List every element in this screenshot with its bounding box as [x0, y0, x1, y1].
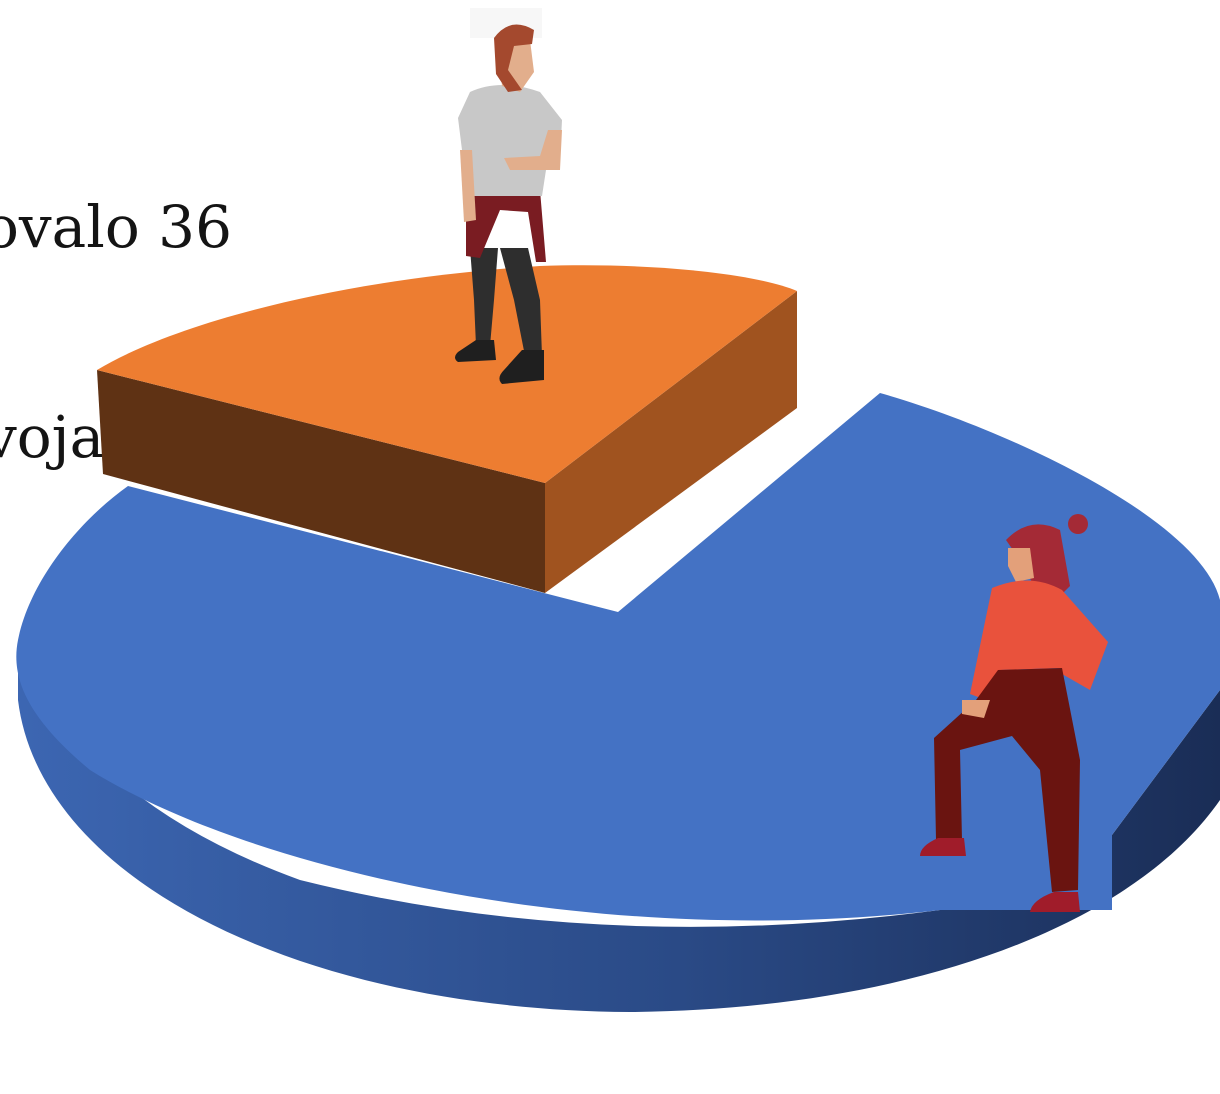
- man-figure: [455, 8, 562, 384]
- man-arm-left: [460, 150, 476, 222]
- caption-line-1: ovalo 36: [0, 193, 232, 261]
- pie-slice-large: [16, 393, 1220, 1012]
- woman-hair-bun: [1068, 514, 1088, 534]
- woman-hand: [962, 700, 990, 718]
- woman-hair: [1006, 524, 1070, 596]
- pie-slice-small-left-side: [97, 370, 545, 593]
- pie-slice-large-top: [16, 393, 1220, 921]
- woman-shoe-right: [1030, 892, 1080, 912]
- man-leg-right: [500, 248, 542, 356]
- woman-pants: [934, 668, 1080, 892]
- woman-shoe-left: [920, 838, 966, 856]
- pie-slice-small-right-side: [545, 291, 797, 593]
- man-shoe-right: [499, 350, 544, 384]
- man-shoe-left: [455, 340, 496, 362]
- woman-top: [970, 580, 1108, 700]
- pie-slice-large-side: [18, 640, 1220, 1012]
- man-leg-left: [470, 248, 498, 346]
- pie-slice-small-top: [97, 265, 797, 483]
- man-shirt-tied: [466, 190, 546, 262]
- man-arm-right: [504, 130, 562, 170]
- man-hair: [494, 24, 534, 92]
- woman-face: [1008, 548, 1034, 582]
- pie-slice-small: [97, 265, 797, 593]
- woman-figure: [920, 514, 1108, 912]
